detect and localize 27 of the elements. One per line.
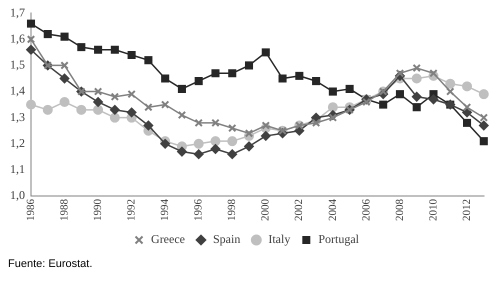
x-tick-label: 2006 (360, 198, 372, 221)
y-tick-label: 1,6 (10, 31, 25, 46)
legend-label: Greece (151, 232, 185, 246)
x-tick-label: 2012 (460, 199, 473, 221)
x-tick-label: 2004 (326, 198, 339, 221)
x-tick-label: 1992 (126, 199, 138, 221)
x-tick-label: 1986 (24, 198, 37, 221)
legend-label: Italy (268, 232, 290, 246)
y-tick-label: 1,5 (10, 58, 25, 72)
x-tick-label: 2008 (394, 198, 406, 221)
x-tick-label: 1998 (226, 198, 238, 221)
x-tick-label: 1996 (192, 198, 205, 221)
x-tick-label: 2002 (293, 199, 306, 221)
y-tick-label: 1,4 (10, 84, 25, 98)
legend-label: Portugal (318, 232, 360, 246)
x-tick-label: 1994 (159, 198, 172, 221)
x-tick-label: 1990 (92, 198, 104, 221)
x-tick-label: 2010 (427, 198, 440, 221)
x-tick-label: 1988 (58, 198, 70, 221)
y-tick-label: 1,1 (10, 162, 25, 176)
y-tick-label: 1,2 (10, 136, 25, 150)
source-note: Fuente: Eurostat. (8, 258, 92, 270)
y-tick-label: 1,3 (10, 110, 25, 124)
legend-label: Spain (212, 232, 240, 246)
x-tick-label: 2000 (260, 198, 272, 221)
y-tick-label: 1,0 (10, 188, 25, 202)
y-tick-label: 1,7 (10, 5, 25, 20)
